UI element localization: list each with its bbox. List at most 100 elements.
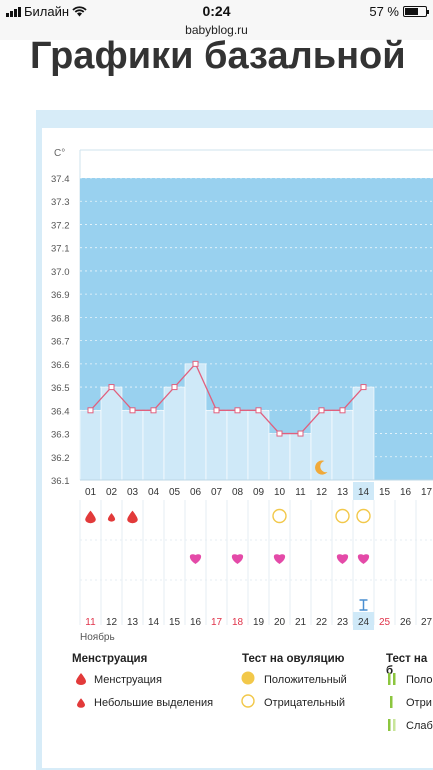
y-tick-label: 37.2: [51, 220, 70, 231]
legend-third-item-3: Слаб: [406, 720, 433, 732]
temperature-bar: [331, 410, 354, 481]
temperature-bar: [205, 410, 228, 481]
legend-third-item-2: Отри: [406, 697, 432, 709]
cycle-day-label: 14: [358, 487, 370, 498]
date-label: 20: [274, 617, 286, 628]
temperature-bar: [226, 410, 249, 481]
legend-negative: Отрицательный: [264, 697, 345, 709]
date-label: 12: [106, 617, 118, 628]
temperature-point: [360, 384, 367, 391]
negative-test-icon: [335, 508, 350, 524]
today-cursor-icon: [359, 599, 368, 611]
date-label: 25: [379, 617, 391, 628]
date-label: 27: [421, 617, 433, 628]
date-label: 21: [295, 617, 307, 628]
cycle-day-label: 13: [337, 487, 349, 498]
temperature-bar: [142, 410, 165, 481]
test-two-lines-icon: [388, 673, 396, 685]
temperature-bar: [121, 410, 144, 481]
signal-icon: [6, 6, 21, 17]
legend-menstruation: Менструация: [94, 674, 162, 686]
address-bar-url[interactable]: babyblog.ru: [185, 23, 248, 37]
y-tick-label: 36.2: [51, 453, 70, 464]
temperature-point: [339, 407, 346, 414]
date-label: 19: [253, 617, 265, 628]
temperature-point: [129, 407, 136, 414]
heart-icon: [231, 554, 244, 564]
cycle-day-label: 16: [400, 487, 412, 498]
legend-ovulation-title: Тест на овуляцию: [242, 653, 345, 665]
battery-icon: [403, 6, 429, 17]
date-label: 14: [148, 617, 160, 628]
date-label: 22: [316, 617, 328, 628]
y-tick-label: 37.1: [51, 244, 70, 255]
menstruation-drop-icon: [127, 510, 138, 524]
cycle-day-label: 11: [295, 487, 306, 498]
cycle-day-label: 04: [148, 487, 160, 498]
date-label: 18: [232, 617, 244, 628]
y-tick-label: 37.3: [51, 197, 70, 208]
date-label: 13: [127, 617, 139, 628]
temperature-bar: [163, 386, 186, 481]
temperature-bar: [100, 386, 123, 481]
test-one-line-icon: [390, 696, 393, 708]
negative-test-icon: [241, 694, 255, 708]
temperature-point: [150, 407, 157, 414]
temperature-point: [297, 430, 304, 437]
battery-fill: [405, 8, 418, 15]
heart-icon: [189, 554, 202, 564]
battery-percent: 57 %: [369, 4, 399, 19]
legend-light-discharge: Небольшие выделения: [94, 697, 214, 709]
temperature-bar: [289, 433, 312, 481]
cycle-day-label: 01: [85, 487, 97, 498]
date-label: 11: [85, 617, 96, 628]
y-tick-label: 36.6: [51, 360, 70, 371]
negative-test-icon: [356, 508, 371, 524]
month-label: Ноябрь: [80, 631, 115, 643]
temperature-point: [276, 430, 283, 437]
temperature-point: [318, 407, 325, 414]
negative-test-icon: [272, 508, 287, 524]
y-tick-label: 36.9: [51, 290, 70, 301]
test-faint-line-icon: [388, 719, 396, 731]
temperature-bar: [352, 386, 375, 481]
light-discharge-drop-icon: [107, 512, 116, 522]
cycle-day-label: 09: [253, 487, 265, 498]
carrier-name: Билайн: [24, 4, 70, 19]
heart-icon: [336, 554, 349, 564]
cycle-day-label: 05: [169, 487, 181, 498]
y-unit-label: C°: [54, 148, 65, 159]
positive-test-icon: [241, 671, 255, 685]
y-tick-label: 36.3: [51, 430, 70, 441]
date-label: 15: [169, 617, 181, 628]
date-label: 23: [337, 617, 349, 628]
temperature-bar: [79, 410, 102, 481]
light-discharge-drop-icon: [77, 698, 85, 708]
legend-third-title: Тест на б: [386, 653, 428, 677]
legend-third-item-1: Поло: [406, 674, 433, 686]
temperature-line: [90, 362, 364, 435]
date-label: 17: [211, 617, 223, 628]
menstruation-drop-icon: [76, 673, 86, 685]
bbt-chart-card: C° 37.4 37.3 37.2 37.1 37.0 36.9 36.8 36.7 36.6 36…: [42, 128, 433, 768]
cycle-day-label: 07: [211, 487, 223, 498]
status-bar: Билайн 0:24 57 % babyblog.ru: [0, 0, 433, 40]
legend-positive: Положительный: [264, 674, 347, 686]
menstruation-drop-icon: [85, 510, 96, 524]
temperature-point: [255, 407, 262, 414]
clock: 0:24: [202, 3, 231, 19]
cycle-day-label: 02: [106, 487, 118, 498]
cycle-day-label: 03: [127, 487, 139, 498]
wifi-icon: [72, 6, 87, 17]
date-label: 26: [400, 617, 412, 628]
bbt-chart: C° 37.4 37.3 37.2 37.1 37.0 36.9 36.8 36.7 36.6 36…: [51, 148, 433, 643]
y-tick-label: 36.5: [51, 383, 70, 394]
temperature-point: [87, 407, 94, 414]
today-date-highlight: [353, 612, 374, 630]
moon-icon: [315, 460, 328, 475]
temperature-bar: [310, 410, 333, 481]
today-day-highlight: [353, 482, 374, 500]
cycle-day-label: 10: [274, 487, 286, 498]
cycle-day-label: 15: [379, 487, 391, 498]
y-tick-label: 36.8: [51, 313, 70, 324]
